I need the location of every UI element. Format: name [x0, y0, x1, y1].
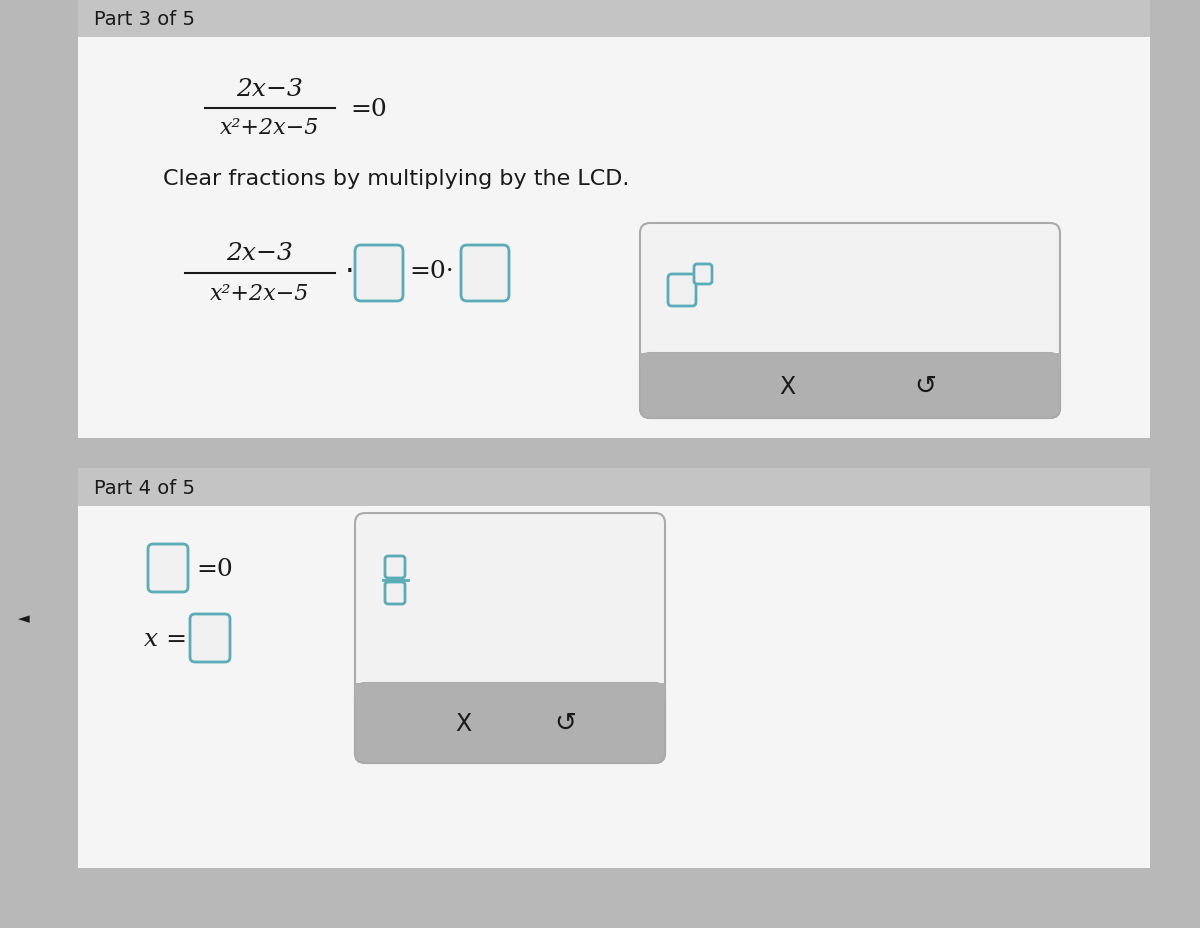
- FancyBboxPatch shape: [640, 354, 1060, 419]
- Text: Clear fractions by multiplying by the LCD.: Clear fractions by multiplying by the LC…: [163, 169, 629, 188]
- Bar: [355, 683, 665, 698]
- Bar: [0, 439, 1200, 479]
- Text: x =: x =: [144, 626, 187, 650]
- Text: Part 3 of 5: Part 3 of 5: [94, 9, 194, 29]
- Text: =0: =0: [196, 557, 233, 580]
- Text: Part 4 of 5: Part 4 of 5: [94, 478, 194, 497]
- Text: x²+2x−5: x²+2x−5: [210, 283, 310, 304]
- Text: ·: ·: [346, 257, 355, 286]
- FancyBboxPatch shape: [190, 614, 230, 663]
- Bar: [640, 354, 1060, 368]
- FancyBboxPatch shape: [355, 683, 665, 763]
- Bar: [78, 507, 1150, 868]
- FancyBboxPatch shape: [385, 583, 406, 604]
- FancyBboxPatch shape: [461, 246, 509, 302]
- Text: ↺: ↺: [554, 710, 577, 736]
- Text: X: X: [779, 374, 796, 398]
- FancyBboxPatch shape: [668, 275, 696, 306]
- Text: 2x−3: 2x−3: [227, 241, 294, 264]
- FancyBboxPatch shape: [355, 246, 403, 302]
- Text: ↺: ↺: [914, 373, 937, 399]
- Text: x²+2x−5: x²+2x−5: [221, 117, 319, 139]
- Text: =0: =0: [350, 97, 386, 121]
- Text: 2x−3: 2x−3: [236, 78, 304, 101]
- Bar: [78, 469, 1150, 507]
- FancyBboxPatch shape: [148, 545, 188, 592]
- Bar: [78, 38, 1150, 458]
- Text: X: X: [456, 711, 472, 735]
- Text: =0·: =0·: [409, 260, 454, 283]
- FancyBboxPatch shape: [694, 264, 712, 285]
- Bar: [78, 0, 1150, 38]
- FancyBboxPatch shape: [385, 557, 406, 578]
- Text: ◄: ◄: [18, 611, 30, 625]
- FancyBboxPatch shape: [355, 513, 665, 763]
- FancyBboxPatch shape: [640, 224, 1060, 419]
